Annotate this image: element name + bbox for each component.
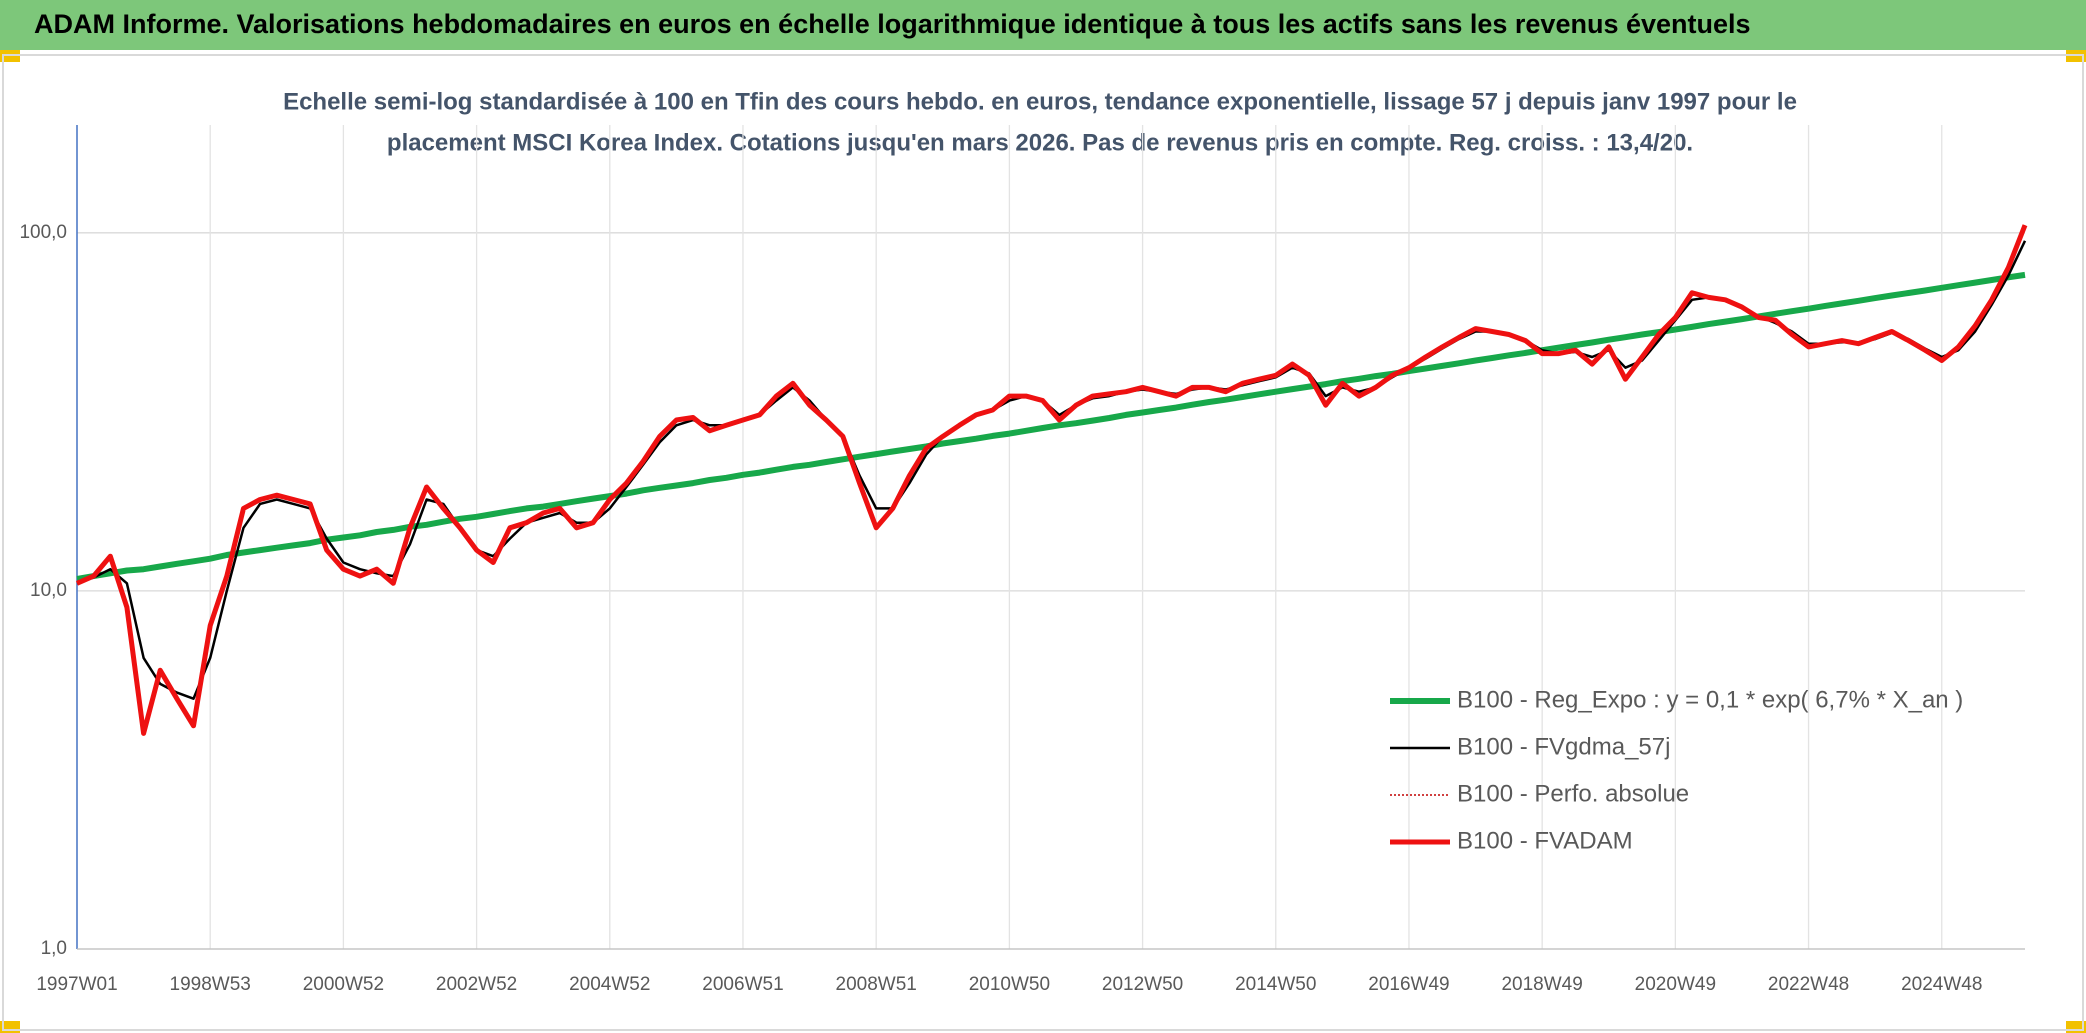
x-tick-label: 2004W52 [569, 974, 650, 995]
x-tick-label: 1997W01 [36, 974, 117, 995]
series-line [76, 271, 2026, 582]
legend-label: B100 - FVADAM [1457, 827, 1633, 854]
chart-subtitle: placement MSCI Korea Index. Cotations ju… [387, 129, 1693, 156]
x-tick-label: 1998W53 [170, 974, 251, 995]
series-line [76, 224, 2028, 736]
chart-title: ADAM Informe. Valorisations hebdomadaire… [34, 9, 1751, 39]
x-tick-label: 2000W52 [303, 974, 384, 995]
y-tick-label: 1,0 [41, 938, 67, 959]
x-tick-label: 2008W51 [836, 974, 917, 995]
y-tick-label: 100,0 [19, 222, 67, 243]
legend-label: B100 - FVgdma_57j [1457, 733, 1670, 760]
legend-label: B100 - Perfo. absolue [1457, 780, 1689, 807]
x-tick-label: 2014W50 [1235, 974, 1316, 995]
x-tick-label: 2010W50 [969, 974, 1050, 995]
x-tick-label: 2016W49 [1368, 974, 1449, 995]
x-tick-label: 2020W49 [1635, 974, 1716, 995]
x-tick-label: 2018W49 [1501, 974, 1582, 995]
chart-frame [2, 54, 2084, 1031]
y-tick-label: 10,0 [30, 580, 67, 601]
x-tick-label: 2002W52 [436, 974, 517, 995]
x-tick-label: 2006W51 [702, 974, 783, 995]
x-tick-label: 2012W50 [1102, 974, 1183, 995]
chart-subtitle: Echelle semi-log standardisée à 100 en T… [283, 88, 1797, 115]
legend-label: B100 - Reg_Expo : y = 0,1 * exp( 6,7% * … [1457, 686, 1963, 713]
x-tick-label: 2022W48 [1768, 974, 1849, 995]
x-tick-label: 2024W48 [1901, 974, 1982, 995]
header-bar [0, 0, 2086, 50]
